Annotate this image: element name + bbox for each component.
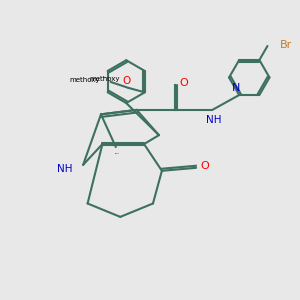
Text: O: O (123, 76, 131, 86)
Text: N: N (232, 83, 240, 94)
Text: methyl: methyl (115, 152, 120, 154)
Text: methoxy: methoxy (89, 76, 120, 82)
Text: methoxy: methoxy (70, 76, 100, 82)
Text: NH: NH (57, 164, 73, 174)
Text: methoxy: methoxy (103, 77, 109, 78)
Text: O: O (201, 161, 209, 171)
Text: Br: Br (280, 40, 292, 50)
Text: NH: NH (206, 115, 222, 125)
Text: O: O (180, 78, 189, 88)
